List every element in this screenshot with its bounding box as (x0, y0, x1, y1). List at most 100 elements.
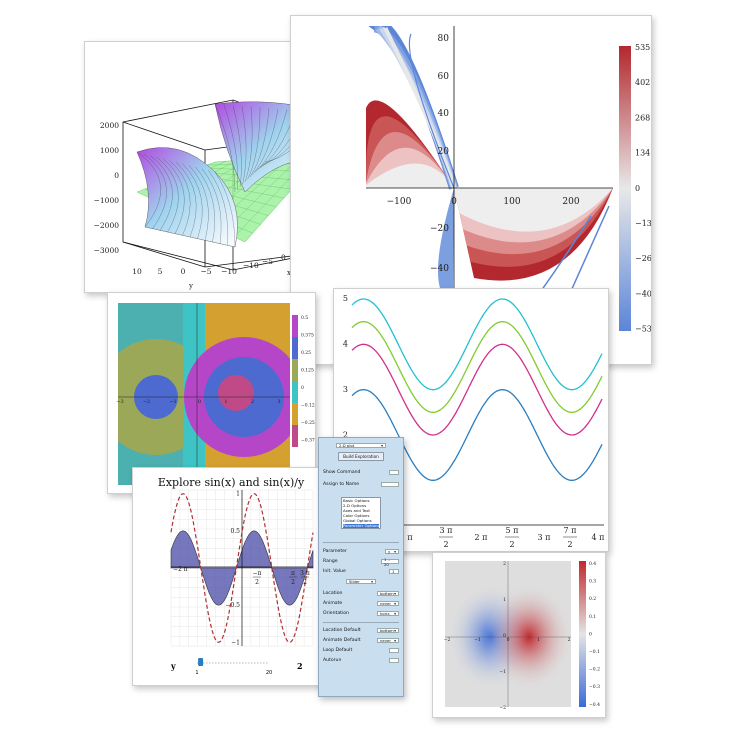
x-tick-label: 0 (198, 399, 201, 405)
animate-label: Animate (323, 601, 343, 606)
mesh-line (143, 153, 167, 229)
mesh-line (254, 109, 288, 173)
animate-default-select[interactable]: never ▾ (377, 638, 399, 643)
boundary-curve (570, 205, 610, 291)
shaded-band (454, 188, 613, 232)
x-tick-label: −5 (262, 257, 273, 266)
x-tick-label: 100 (503, 197, 520, 207)
loop-default-toggle[interactable] (389, 648, 399, 653)
location-select[interactable]: bottom ▾ (377, 591, 399, 596)
init-value-input[interactable]: 1 (389, 569, 399, 574)
shaded-band (366, 163, 454, 188)
y-tick-label: 5 (158, 267, 163, 276)
parameter-select[interactable]: y ▾ (385, 549, 399, 554)
slider-type-select[interactable]: Slider ▾ (346, 579, 376, 584)
x-tick-label: 200 (562, 197, 579, 207)
option-global[interactable]: Global Options (343, 517, 372, 523)
option-basic[interactable]: Basic Options (343, 498, 370, 503)
shaded-band (437, 188, 454, 291)
colorbar-segment (292, 359, 298, 381)
colorbar-segment (292, 425, 298, 447)
x-tick-label: −π (253, 570, 262, 577)
parameter-label: Parameter (323, 549, 347, 554)
z-tick-label: 1000 (100, 146, 119, 155)
location-label: Location (323, 591, 343, 596)
shaded-region-plot: −100 0 100 200 80 60 40 20 −20 −40 535 402 268 134 0 −1… (366, 26, 651, 334)
x-tick-label: 2 (567, 540, 572, 549)
show-command-toggle[interactable] (389, 470, 399, 475)
x-tick-label: 2 (568, 637, 571, 643)
x-tick-label: 1 (224, 399, 227, 405)
y-tick-label: 0.5 (230, 528, 240, 535)
option-axes-text[interactable]: Axes and Text (343, 507, 370, 513)
colorbar-tick-label: −268 (635, 254, 651, 263)
explore-card[interactable]: Explore sin(x) and sin(x)/y −2 π −π 2 π 2 3 π… (132, 467, 330, 686)
density-plot-card[interactable]: −3 −2 −1 0 1 2 3 0.5 0.375 0.25 0.125 0 −0.125 −0.25 −… (107, 292, 316, 494)
y-tick-label: −0.5 (225, 602, 240, 609)
colorbar-tick-label: 0 (635, 184, 640, 193)
x-tick-label: 2 π (475, 533, 488, 542)
sine-family-plot: 5 4 3 2 π 3 π 2 2 π 5 π 2 3 π 7 π 2 4 π (343, 294, 605, 549)
autorun-toggle[interactable] (389, 658, 399, 663)
x-tick-label: 0 (507, 637, 510, 643)
options-list[interactable]: Basic Options 2-D Options Axes and Text … (341, 497, 381, 529)
mesh-line (214, 171, 236, 248)
slider-max: 20 (266, 670, 272, 676)
range-label: Range (323, 559, 338, 564)
range-input[interactable]: 1 .. 20 (381, 557, 399, 567)
x-tick-label: 2 (251, 399, 254, 405)
build-exploration-button[interactable]: Build Exploration (338, 452, 384, 461)
colorbar-tick-label: 0.125 (301, 368, 314, 374)
mesh-line (149, 155, 173, 231)
y-tick-label: −1 (499, 669, 506, 675)
plot-type-select[interactable]: 2-D plot ▾ (336, 443, 386, 448)
y-tick-label: −1 (231, 639, 240, 646)
x-tick-label: 3 π (538, 533, 551, 542)
assign-to-name-input[interactable] (381, 482, 399, 487)
colorbar-segment (292, 337, 298, 359)
mesh-line (201, 168, 222, 244)
colorbar-segment (292, 381, 298, 403)
mesh-line (162, 158, 185, 234)
x-tick-label: 4 π (592, 533, 605, 542)
colorbar-tick-label: 0.25 (301, 350, 311, 356)
dipole-card[interactable]: −2 −1 0 1 2 2 1 0 −1 −2 0.4 0.3 0.2 0.1 0 −0.1 −0.2 −0.3 −… (432, 552, 606, 718)
x-tick-label: 2 (303, 579, 307, 586)
mesh-line (195, 166, 215, 243)
assign-to-name-label: Assign to Name (323, 482, 360, 487)
y-tick-label: 0 (181, 267, 186, 276)
slider-min: 1 (195, 670, 198, 676)
colorbar (619, 46, 631, 331)
animate-select[interactable]: never ▾ (377, 601, 399, 606)
y-tick-label: 4 (343, 340, 348, 349)
colorbar-tick-label: 0.5 (301, 315, 308, 321)
orientation-select[interactable]: horiz. ▾ (377, 611, 399, 616)
mesh-line (223, 104, 238, 190)
y-axis-label: y (188, 282, 193, 290)
y-tick-label: 10 (132, 267, 142, 276)
x-tick-label: −100 (387, 197, 412, 207)
colorbar-tick-label: 0.2 (589, 596, 596, 602)
boundary-curve (408, 33, 455, 189)
x-tick-label: 2 (255, 579, 259, 586)
mesh-line (182, 163, 203, 239)
loop-default-label: Loop Default (323, 648, 353, 653)
y-tick-label: 5 (343, 294, 348, 303)
option-parameter[interactable]: Parameter Options (343, 522, 380, 529)
mesh-line (232, 105, 242, 188)
z-tick-label: −2000 (94, 221, 120, 230)
x-tick-label: 0 (281, 253, 286, 262)
colorbar-tick-label: 402 (635, 78, 650, 87)
location-default-select[interactable]: bottom ▾ (377, 628, 399, 633)
colorbar-tick-label: −0.2 (589, 667, 600, 673)
option-2d[interactable]: 2-D Options (343, 502, 367, 508)
y-tick-label: 2 (503, 561, 506, 567)
colorbar-tick-label: 0 (589, 631, 592, 637)
slider-thumb[interactable] (198, 658, 204, 666)
colorbar-tick-label: 134 (635, 149, 650, 158)
y-tick-label: 1 (236, 491, 240, 498)
x-tick-label: −10 (243, 261, 259, 270)
option-color[interactable]: Color Options (343, 512, 370, 518)
mesh-line (208, 170, 228, 246)
x-tick-label: −2 π (173, 566, 188, 573)
